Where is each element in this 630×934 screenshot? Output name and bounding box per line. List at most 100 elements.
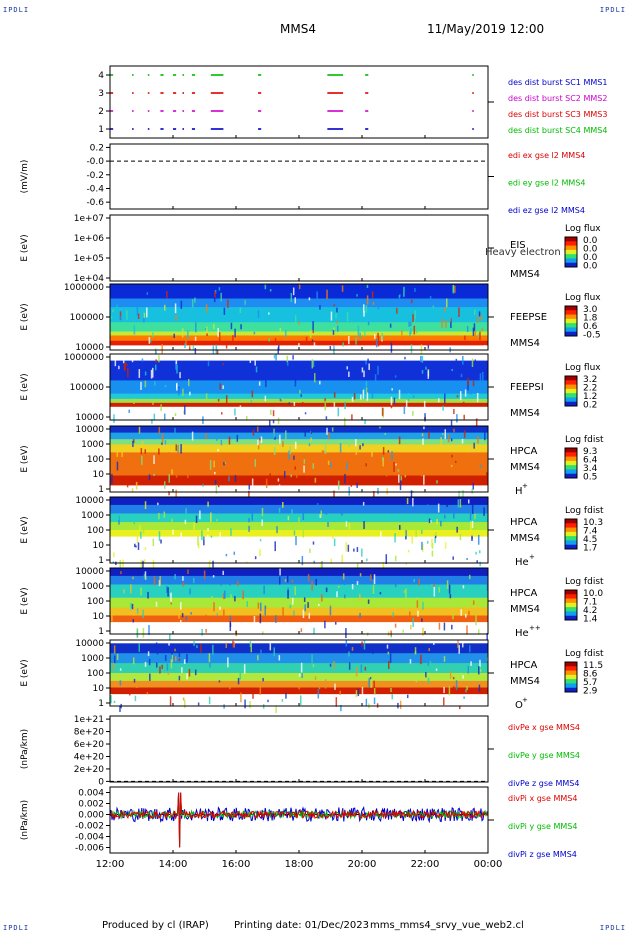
spectrogram-texture [123,589,125,594]
panel-2: 0.2 -0.0 -0.2 -0.4 -0.6 (mV/m) edi ex gse l2 M… [20,143,586,215]
spectrogram-texture [239,307,242,314]
spectrogram-texture [227,299,229,308]
species-label: He [515,628,529,639]
spectrogram-texture [320,561,323,570]
spectrogram-texture [410,490,413,499]
spectrogram-texture [387,450,390,453]
spectrogram-texture [465,613,467,618]
spectrogram-texture [144,547,147,551]
spectrogram-texture [113,662,115,671]
spectrogram-texture [339,690,341,696]
spectrogram-texture [327,460,330,465]
spectrogram-texture [465,689,467,693]
spectrogram-texture [304,412,307,415]
spectrogram-texture [194,669,197,676]
spectrogram-texture [200,289,202,293]
spectrogram-band [110,522,488,531]
spectrogram-texture [306,695,308,705]
spectrogram-texture [220,582,222,586]
spectrogram-texture [344,401,346,410]
spectrogram-texture [248,484,251,490]
spectrogram-texture [115,413,118,421]
spectrogram-texture [234,408,236,416]
spectrogram-texture [377,487,379,495]
spectrogram-texture [412,617,414,628]
spectrogram-texture [415,527,417,537]
spectrogram-texture [217,327,219,337]
y-tick-label: -0.4 [86,184,104,194]
spectrogram-texture [208,653,211,663]
spectrogram-texture [312,321,314,331]
spectrogram-texture [379,426,381,429]
spectrogram-texture [178,675,181,681]
spectrogram-texture [348,486,350,496]
spectrogram-texture [282,488,284,491]
spectrogram-texture [279,568,281,576]
spectrogram-texture [468,574,471,580]
spectrogram-texture [330,311,333,321]
spectrogram-texture [463,605,465,609]
spectrogram-texture [450,438,453,442]
y-tick-label: 10 [93,684,105,694]
x-tick-label: 20:00 [348,859,377,870]
spectrogram-texture [348,410,351,413]
y-tick-label: 1000000 [64,283,104,293]
spectrogram-texture [116,304,118,310]
spectrogram-texture [155,359,157,363]
spectrogram-texture [311,580,313,591]
spectrogram-texture [371,569,374,579]
spectrogram-texture [386,488,388,495]
spectrogram-texture [224,590,226,599]
spectrogram-texture [307,602,309,608]
colorbar-segment [565,241,577,246]
spectrogram-texture [471,504,474,514]
spectrogram-texture [292,597,294,605]
spectrogram-band [110,607,488,617]
spectrogram-texture [289,445,291,455]
spectrogram-texture [467,499,470,504]
spectrogram-texture [161,442,163,445]
spectrogram-texture [294,384,297,387]
spectrogram-texture [361,548,363,557]
spectrogram-texture [303,459,306,464]
spectrogram-texture [372,649,374,654]
spectrogram-texture [478,684,481,692]
spectrogram-texture [234,328,236,338]
spectrogram-texture [467,665,470,674]
instrument-label: FEEPSI [510,382,544,393]
spectrogram-texture [268,338,270,342]
spectrogram-texture [212,644,214,655]
spectrogram-texture [153,575,156,586]
spectrogram-texture [365,463,367,467]
spectrogram-texture [479,561,481,567]
y-tick-label: 10000 [75,639,104,649]
spectrogram-texture [220,292,222,302]
burst-mark [132,92,134,94]
spectrogram-texture [428,518,431,524]
spectrogram-texture [169,696,172,706]
colorbar-frame [564,447,578,479]
spectrogram-texture [146,692,149,695]
overlay-text: Heavy electron to [485,247,574,258]
spectrogram-texture [205,433,207,440]
spectrogram-texture [273,433,275,438]
spectrogram-texture [429,660,432,663]
burst-mark [472,92,474,94]
spectrogram-texture [462,675,464,679]
spectrogram-band [110,497,488,506]
spectrogram-texture [150,369,153,379]
spectrogram-texture [142,560,144,571]
spectrogram-texture [410,322,412,327]
spectrogram-texture [332,329,335,335]
spectrogram-texture [119,680,122,686]
spectrogram-texture [300,394,302,397]
spectrogram-texture [336,307,338,313]
spectrogram-texture [174,413,177,417]
spectrogram-texture [272,466,274,476]
spectrogram-texture [365,305,368,313]
spectrogram-texture [285,330,287,338]
spectrogram-band [110,402,488,408]
spectrogram-texture [345,542,347,552]
spectrogram-texture [153,473,155,477]
